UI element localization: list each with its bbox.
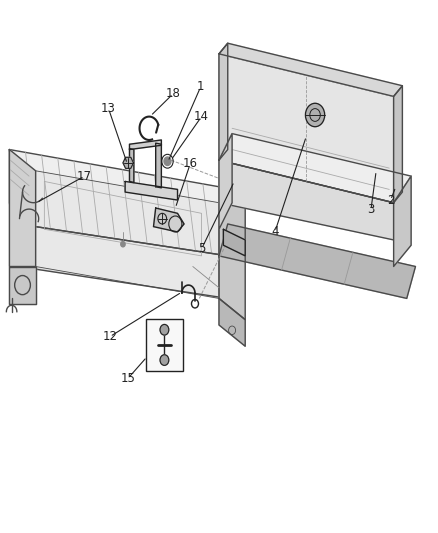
Polygon shape (394, 86, 403, 203)
Text: 5: 5 (198, 243, 205, 255)
Text: 4: 4 (271, 225, 279, 238)
Polygon shape (219, 43, 403, 96)
Polygon shape (35, 171, 219, 298)
Polygon shape (219, 43, 228, 160)
Text: 1: 1 (197, 80, 205, 93)
Circle shape (164, 157, 171, 165)
Polygon shape (125, 181, 177, 200)
Polygon shape (219, 134, 411, 203)
Circle shape (169, 216, 182, 232)
Circle shape (121, 241, 125, 247)
Polygon shape (219, 224, 416, 298)
Text: 3: 3 (367, 203, 374, 216)
Circle shape (160, 325, 169, 335)
Text: 13: 13 (101, 102, 116, 115)
FancyBboxPatch shape (146, 319, 183, 371)
Text: 16: 16 (183, 157, 198, 171)
Text: 14: 14 (194, 110, 209, 123)
Polygon shape (123, 157, 134, 168)
Text: 15: 15 (121, 372, 136, 385)
Text: 18: 18 (166, 87, 180, 100)
Polygon shape (10, 150, 18, 266)
Polygon shape (394, 176, 411, 266)
Polygon shape (10, 266, 35, 304)
Polygon shape (223, 229, 245, 256)
Polygon shape (219, 54, 394, 203)
Text: 17: 17 (77, 169, 92, 183)
Polygon shape (10, 150, 35, 266)
Polygon shape (130, 149, 134, 182)
Circle shape (160, 355, 169, 366)
Polygon shape (219, 134, 232, 229)
Circle shape (305, 103, 325, 127)
Polygon shape (153, 208, 184, 232)
Text: 2: 2 (387, 193, 394, 207)
Text: 12: 12 (102, 330, 117, 343)
Polygon shape (219, 298, 245, 346)
Polygon shape (219, 187, 245, 320)
Polygon shape (130, 140, 161, 150)
Polygon shape (219, 160, 394, 240)
Polygon shape (10, 150, 228, 256)
Polygon shape (18, 224, 228, 298)
Polygon shape (155, 143, 161, 188)
